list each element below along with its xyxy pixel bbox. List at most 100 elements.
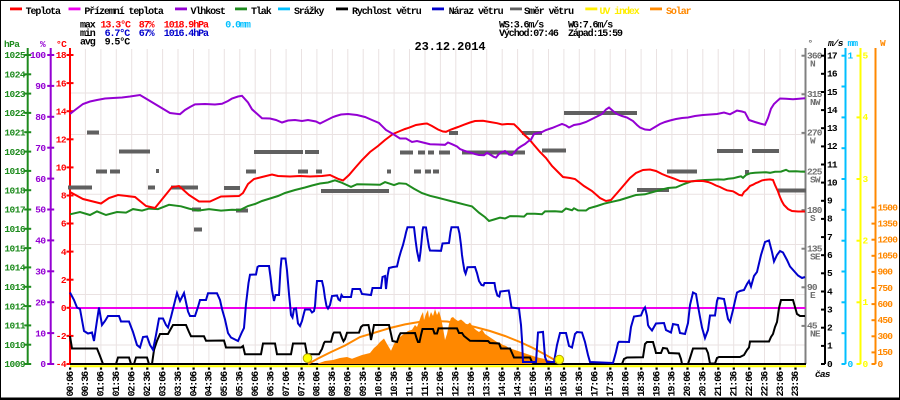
svg-text:21:36: 21:36 [730, 371, 741, 397]
svg-text:1016: 1016 [4, 224, 25, 235]
svg-text:1: 1 [827, 341, 833, 352]
svg-text:08:06: 08:06 [313, 371, 324, 397]
svg-text:4: 4 [827, 286, 833, 297]
svg-text:°: ° [808, 38, 813, 49]
svg-text:13.3°C: 13.3°C [101, 20, 132, 32]
svg-text:%: % [40, 39, 46, 50]
svg-text:6: 6 [61, 219, 67, 230]
svg-text:70: 70 [35, 143, 46, 154]
svg-text:8: 8 [827, 214, 833, 225]
svg-text:10: 10 [827, 177, 838, 188]
svg-text:1050: 1050 [878, 251, 899, 262]
svg-text:10: 10 [56, 163, 67, 174]
svg-text:09:06: 09:06 [344, 371, 355, 397]
svg-text:16: 16 [56, 78, 67, 89]
svg-text:1500: 1500 [878, 202, 899, 213]
svg-text:02:06: 02:06 [128, 371, 139, 397]
svg-text:9: 9 [827, 196, 833, 207]
svg-text:30: 30 [35, 267, 46, 278]
svg-text:17: 17 [827, 51, 838, 62]
svg-text:12:06: 12:06 [436, 371, 447, 397]
svg-text:14:36: 14:36 [513, 371, 524, 397]
svg-text:8: 8 [61, 191, 67, 202]
svg-text:270: 270 [807, 128, 823, 139]
svg-text:min: min [80, 28, 96, 40]
svg-text:°C: °C [56, 39, 67, 50]
svg-text:40: 40 [35, 236, 46, 247]
svg-text:UV index: UV index [600, 6, 640, 18]
svg-text:0: 0 [40, 359, 46, 370]
svg-text:0: 0 [848, 359, 854, 370]
svg-text:01:06: 01:06 [97, 371, 108, 397]
svg-text:Tlak: Tlak [251, 6, 272, 18]
svg-text:NE: NE [810, 329, 821, 340]
svg-text:1014: 1014 [4, 263, 25, 274]
svg-text:11:36: 11:36 [421, 371, 432, 397]
svg-text:00:36: 00:36 [81, 371, 92, 397]
svg-text:Náraz větru: Náraz větru [449, 6, 504, 18]
svg-text:1016.4hPa: 1016.4hPa [164, 28, 209, 40]
svg-text:45: 45 [807, 321, 818, 332]
svg-text:7: 7 [827, 232, 833, 243]
svg-text:1015: 1015 [4, 243, 25, 254]
svg-text:6.7°C: 6.7°C [105, 28, 131, 40]
svg-text:9.5°C: 9.5°C [105, 37, 131, 49]
svg-text:05:06: 05:06 [220, 371, 231, 397]
svg-text:1018.9hPa: 1018.9hPa [164, 20, 209, 32]
svg-text:E: E [810, 290, 816, 301]
svg-text:Přízemní teplota: Přízemní teplota [84, 6, 164, 18]
svg-text:17:06: 17:06 [591, 371, 602, 397]
svg-text:1012: 1012 [4, 301, 25, 312]
svg-text:2: 2 [827, 323, 833, 334]
svg-text:360: 360 [807, 51, 823, 62]
svg-text:100: 100 [30, 50, 46, 61]
svg-text:750: 750 [878, 283, 894, 294]
svg-text:Teplota: Teplota [26, 6, 61, 18]
svg-text:23:36: 23:36 [791, 371, 802, 397]
svg-text:-4: -4 [56, 359, 67, 370]
svg-text:15: 15 [827, 87, 838, 98]
svg-text:1024: 1024 [4, 70, 25, 81]
svg-text:1019: 1019 [4, 166, 25, 177]
svg-text:18:06: 18:06 [621, 371, 632, 397]
svg-text:1200: 1200 [878, 235, 899, 246]
svg-text:mm: mm [848, 38, 859, 49]
svg-text:600: 600 [878, 299, 894, 310]
svg-text:1: 1 [863, 297, 869, 308]
svg-text:4: 4 [863, 112, 869, 123]
svg-text:14: 14 [827, 105, 838, 116]
svg-text:13:06: 13:06 [467, 371, 478, 397]
svg-text:1013: 1013 [4, 282, 25, 293]
svg-text:16:06: 16:06 [560, 371, 571, 397]
svg-text:150: 150 [878, 347, 894, 358]
svg-text:67%: 67% [139, 29, 155, 40]
svg-text:23:06: 23:06 [776, 371, 787, 397]
svg-text:Srážky: Srážky [294, 6, 325, 18]
svg-text:03:36: 03:36 [174, 371, 185, 397]
svg-text:17:36: 17:36 [606, 371, 617, 397]
svg-text:11: 11 [827, 159, 838, 170]
svg-text:WS:3.6m/s: WS:3.6m/s [499, 20, 544, 32]
svg-text:16: 16 [827, 69, 838, 80]
svg-text:13:36: 13:36 [483, 371, 494, 397]
svg-text:19:36: 19:36 [668, 371, 679, 397]
svg-text:1025: 1025 [4, 50, 25, 61]
svg-text:20:06: 20:06 [683, 371, 694, 397]
svg-text:Západ:15:59: Západ:15:59 [568, 28, 623, 40]
svg-text:06:06: 06:06 [251, 371, 262, 397]
svg-text:18: 18 [56, 50, 67, 61]
svg-text:12:36: 12:36 [452, 371, 463, 397]
svg-text:1011: 1011 [4, 321, 25, 332]
svg-text:3: 3 [827, 304, 833, 315]
svg-text:6: 6 [827, 250, 833, 261]
svg-text:20:36: 20:36 [699, 371, 710, 397]
svg-text:22:36: 22:36 [760, 371, 771, 397]
svg-text:4: 4 [61, 247, 67, 258]
svg-text:14:06: 14:06 [498, 371, 509, 397]
svg-text:1018: 1018 [4, 185, 25, 196]
svg-text:90: 90 [807, 282, 818, 293]
svg-text:03:06: 03:06 [158, 371, 169, 397]
svg-text:Solar: Solar [666, 6, 692, 18]
svg-text:Směr větru: Směr větru [524, 6, 574, 18]
svg-text:06:36: 06:36 [266, 371, 277, 397]
